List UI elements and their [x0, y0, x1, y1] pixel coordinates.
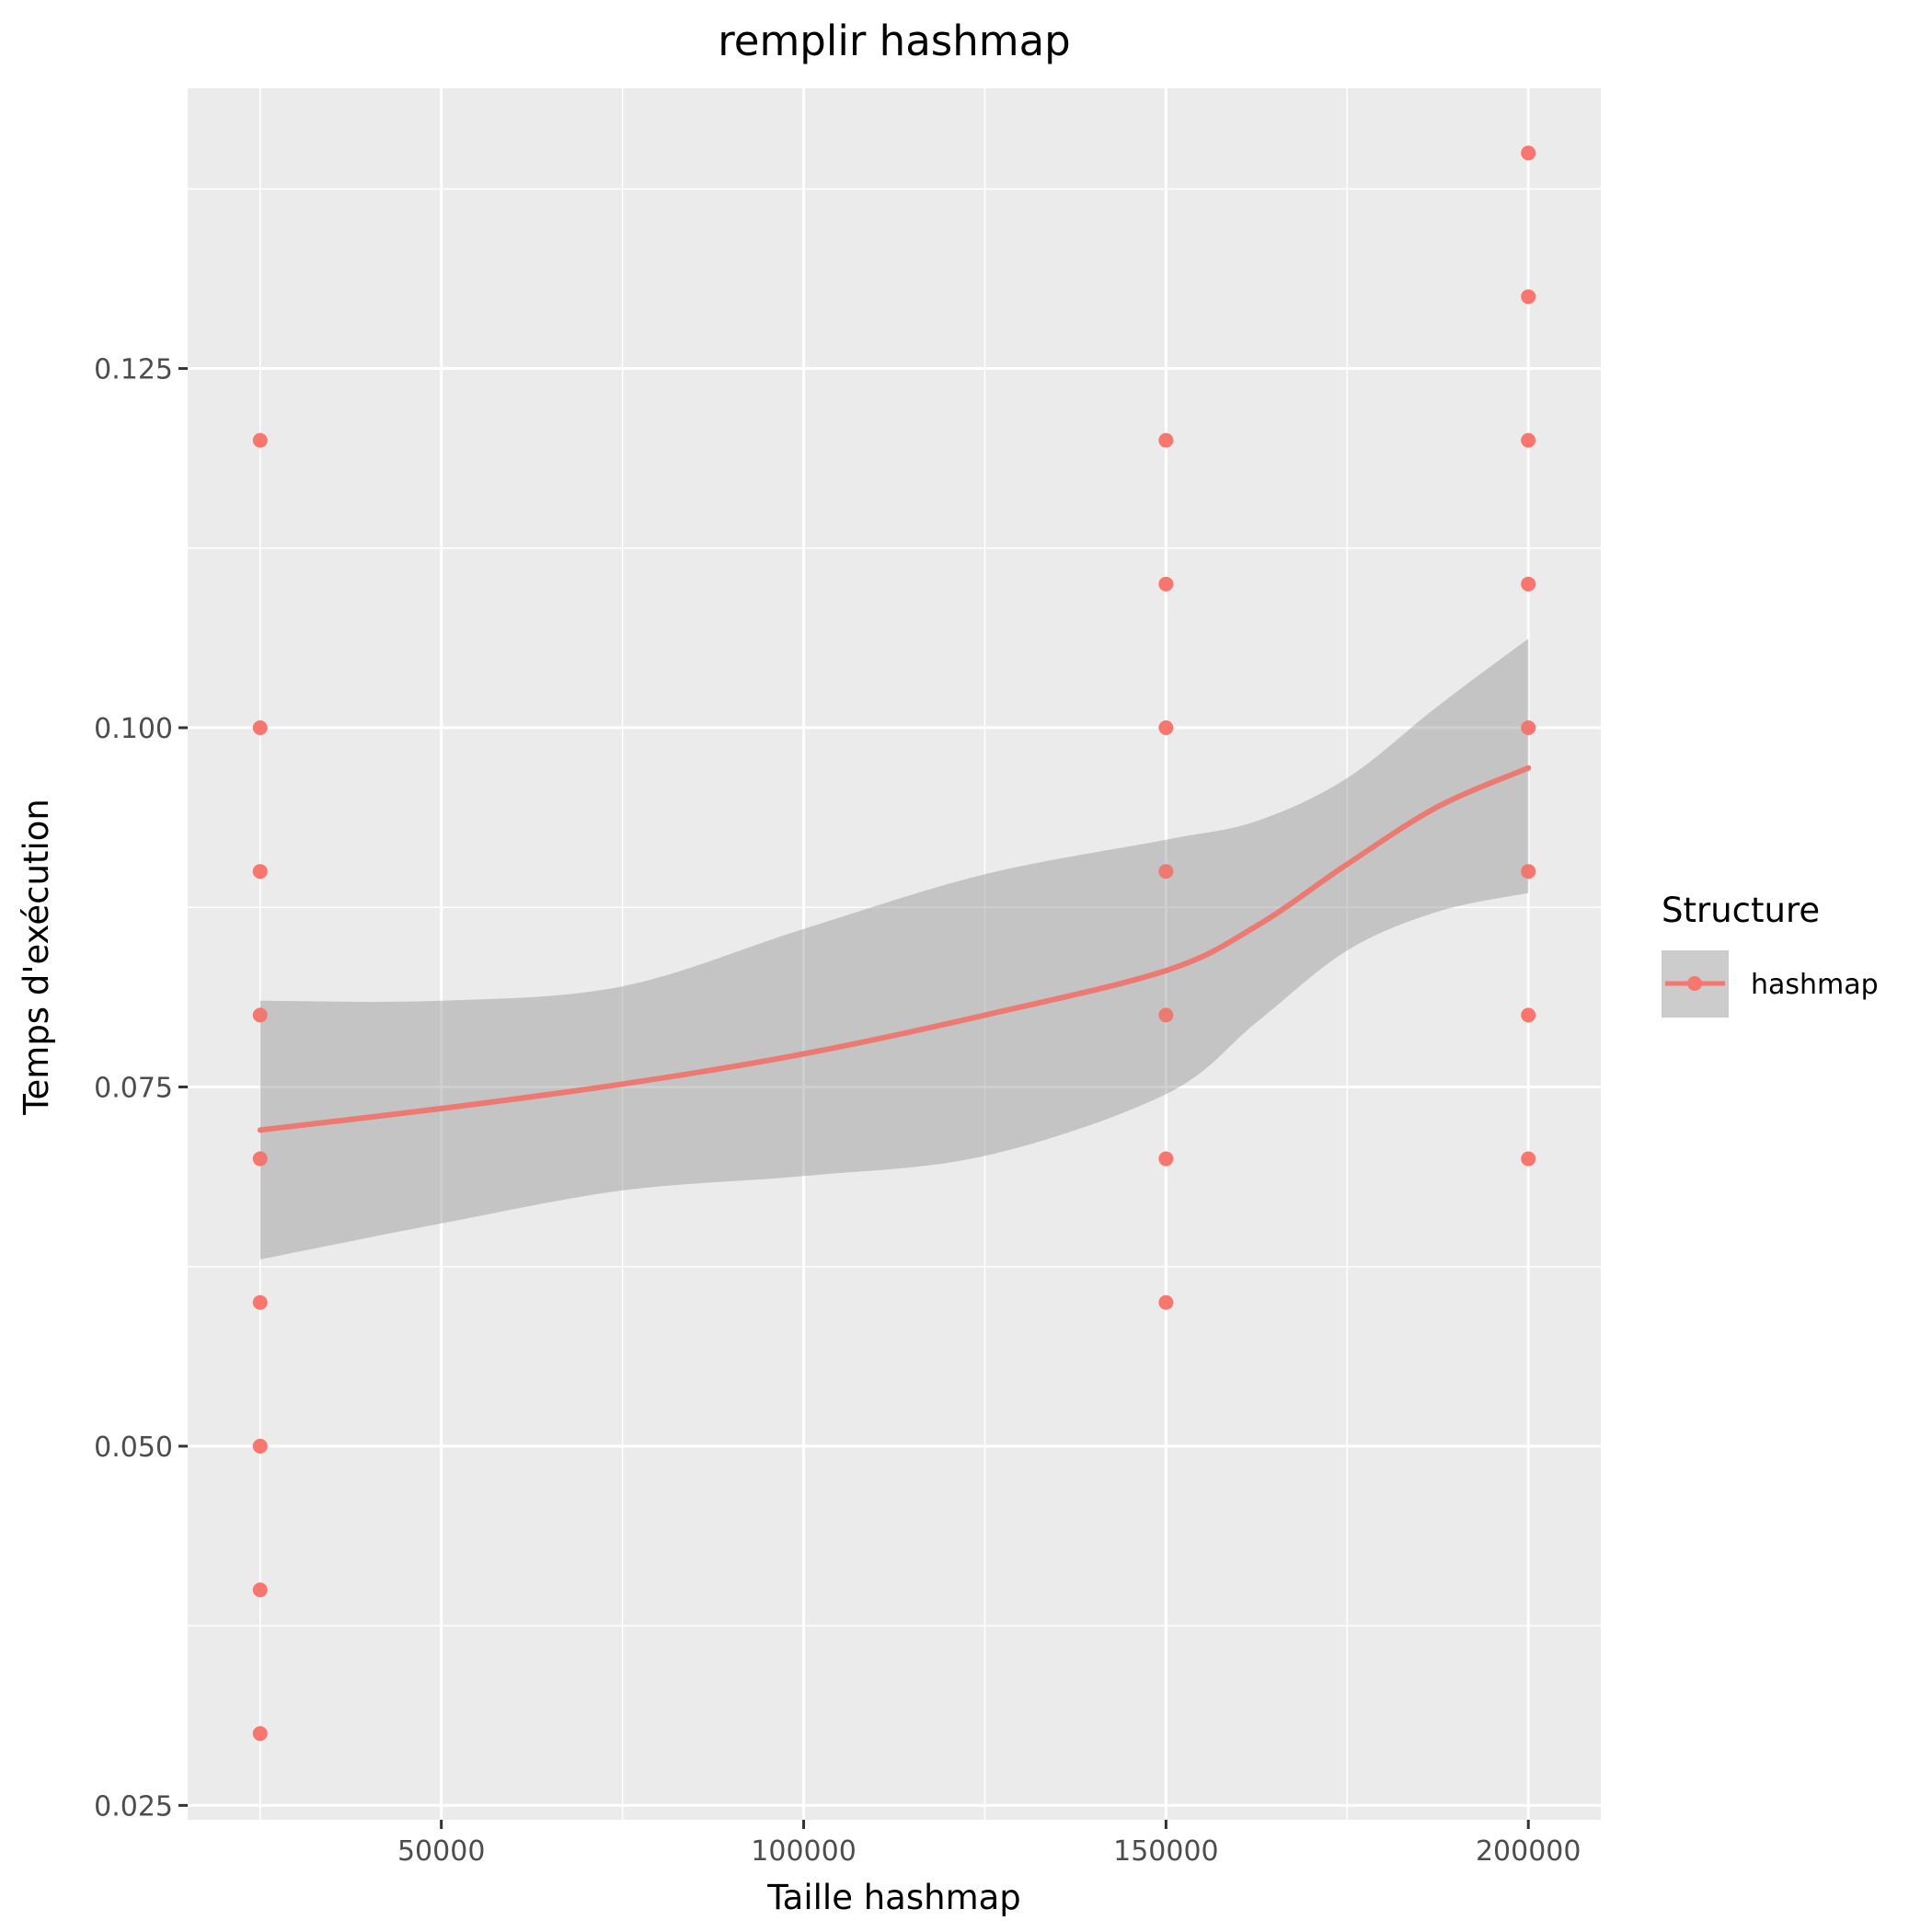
data-point	[1521, 289, 1536, 305]
y-tick-label: 0.050	[94, 1432, 173, 1464]
data-point	[252, 1438, 268, 1454]
y-axis-title: Temps d'exécution	[17, 799, 56, 1116]
data-point	[1521, 720, 1536, 736]
x-tick-label: 50000	[397, 1835, 485, 1868]
data-point	[252, 1151, 268, 1167]
plot-panel	[188, 88, 1601, 1820]
data-point	[1158, 432, 1174, 448]
data-point	[1158, 720, 1174, 736]
data-point	[1158, 1151, 1174, 1167]
x-tick-label: 200000	[1476, 1835, 1581, 1868]
data-point	[1521, 1151, 1536, 1167]
data-point	[252, 1294, 268, 1310]
confidence-band	[259, 638, 1529, 1259]
legend-title: Structure	[1662, 891, 1820, 930]
legend-label-hashmap: hashmap	[1751, 969, 1879, 1001]
x-axis-title: Taille hashmap	[766, 1878, 1021, 1917]
data-point	[1521, 145, 1536, 161]
data-point	[1521, 1007, 1536, 1023]
data-point	[252, 864, 268, 880]
y-tick-label: 0.025	[94, 1790, 173, 1823]
data-point	[1158, 864, 1174, 880]
data-point	[1158, 1294, 1174, 1310]
data-point	[1158, 1007, 1174, 1023]
chart-title: remplir hashmap	[718, 17, 1070, 65]
data-point	[1158, 576, 1174, 592]
data-point	[252, 720, 268, 736]
data-point	[252, 1582, 268, 1598]
data-point	[252, 1007, 268, 1023]
x-tick-label: 100000	[751, 1835, 857, 1868]
data-point	[1521, 432, 1536, 448]
data-point	[1521, 576, 1536, 592]
data-point	[252, 432, 268, 448]
legend: Structure hashmap	[1662, 891, 1879, 1018]
y-tick-label: 0.100	[94, 713, 173, 745]
legend-key-point	[1687, 976, 1702, 991]
data-point	[252, 1726, 268, 1742]
data-point	[1521, 864, 1536, 880]
smooth-line	[257, 765, 1532, 1133]
plot-area: 50000 100000 150000 200000 0.025 0.050 0.075 0.…	[94, 88, 1601, 1868]
y-tick-label: 0.125	[94, 354, 173, 386]
x-tick-label: 150000	[1113, 1835, 1219, 1868]
confidence-band-overlay	[259, 638, 1529, 1259]
y-tick-label: 0.075	[94, 1072, 173, 1104]
